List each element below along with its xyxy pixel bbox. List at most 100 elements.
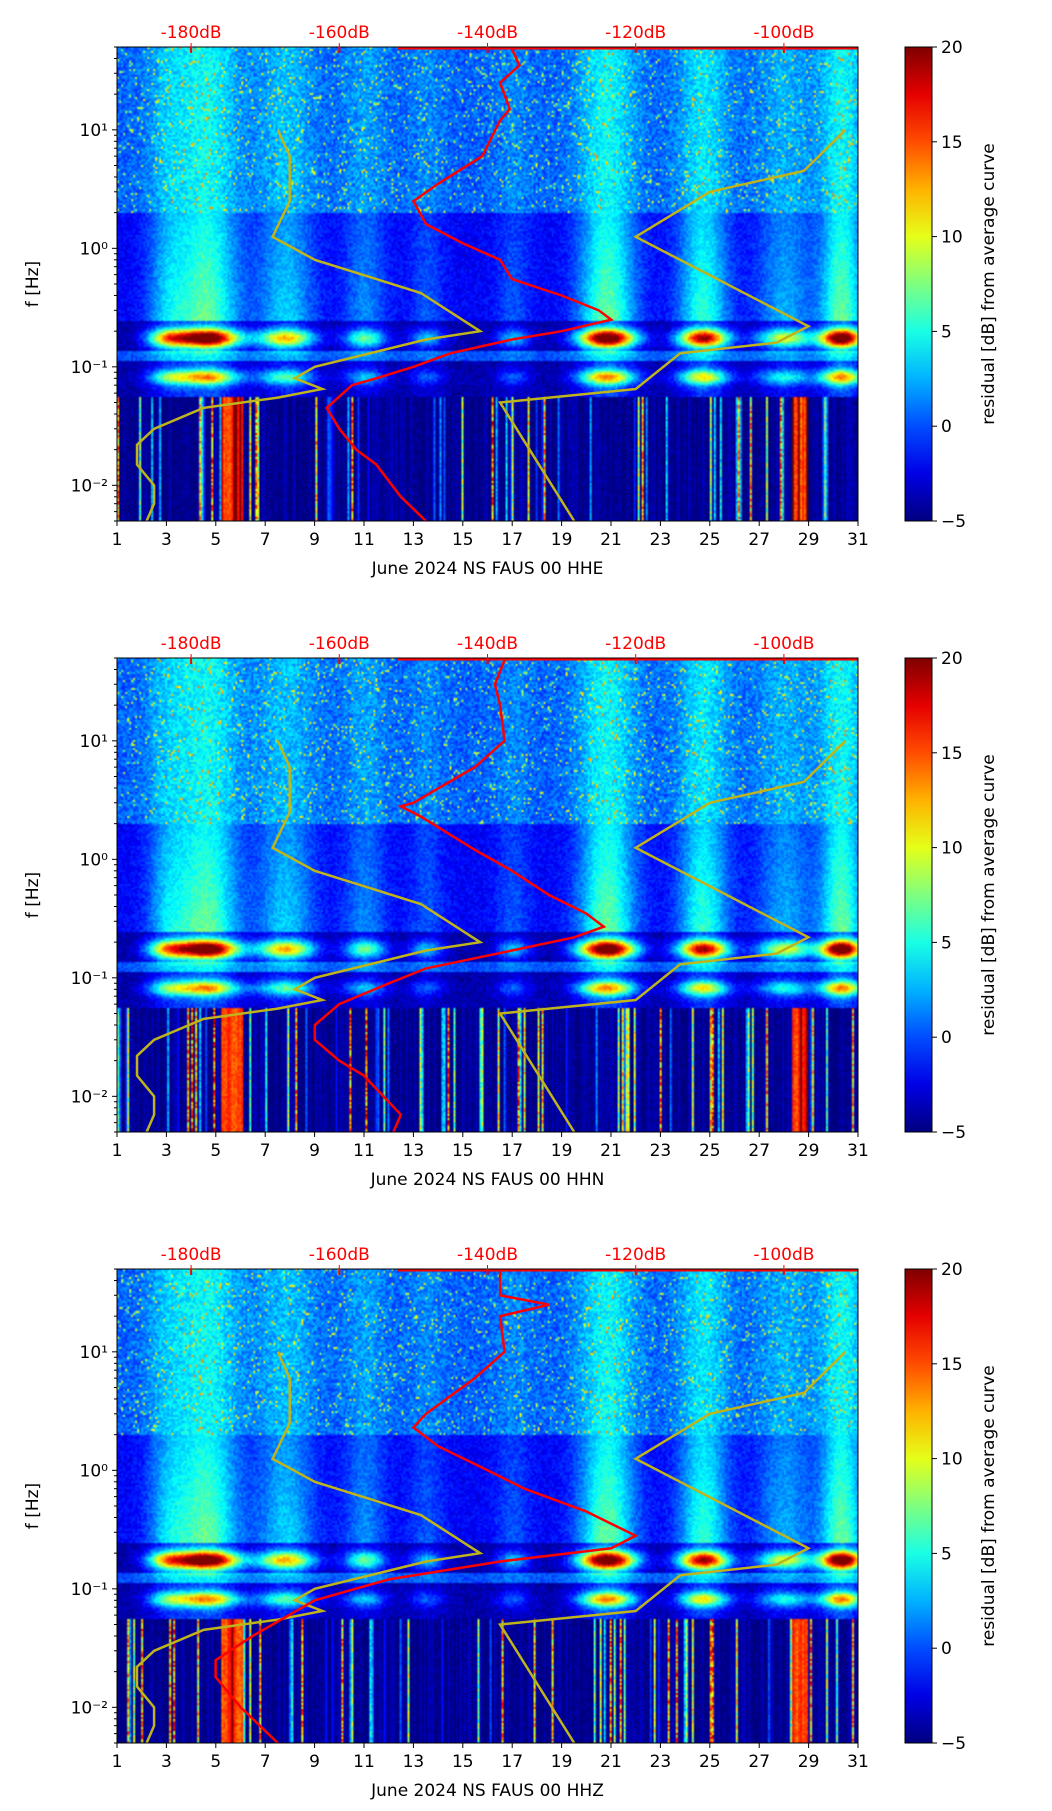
nlnm-noise-model-line: [135, 1351, 484, 1743]
y-axis-label: f [Hz]: [23, 261, 43, 307]
colorbar-tick-label: 15: [941, 744, 963, 764]
colorbar-tick-label: 0: [941, 1639, 952, 1659]
colorbar-tick-label: −5: [941, 1123, 966, 1143]
x-tick-label: 9: [309, 530, 320, 550]
x-tick-label: 15: [452, 1141, 474, 1161]
x-tick-label: 23: [650, 1141, 672, 1161]
colorbar-tick-label: 20: [941, 38, 963, 58]
x-tick-label: 29: [798, 1752, 820, 1772]
colorbar-label: residual [dB] from average curve: [979, 1365, 999, 1646]
x-tick-label: 7: [260, 530, 271, 550]
nhnm-noise-model-line: [497, 1350, 847, 1743]
top-axis-db-label: -120dB: [605, 1245, 666, 1265]
y-tick-label: 10¹: [80, 732, 108, 752]
colorbar-tick-label: 10: [941, 839, 963, 859]
y-tick-label: 10⁻¹: [71, 969, 108, 989]
colorbar-tick-label: 5: [941, 1544, 952, 1564]
x-tick-label: 13: [403, 1752, 425, 1772]
nlnm-noise-model-line: [135, 129, 484, 521]
y-tick-label: 10⁻²: [71, 476, 108, 496]
colorbar-tick-label: 10: [941, 1450, 963, 1470]
x-tick-label: 3: [161, 1752, 172, 1772]
x-tick-label: 1: [112, 1752, 123, 1772]
x-tick-label: 17: [501, 530, 523, 550]
top-axis-db-label: -120dB: [605, 634, 666, 654]
x-tick-label: 7: [260, 1141, 271, 1161]
colorbar-tick-label: 20: [941, 649, 963, 669]
y-tick-label: 10⁻²: [71, 1698, 108, 1718]
top-axis-db-label: -180dB: [161, 634, 222, 654]
psd-curve-line: [313, 659, 607, 1132]
x-tick-label: 5: [210, 1752, 221, 1772]
x-tick-label: 13: [403, 530, 425, 550]
x-tick-label: 19: [551, 530, 573, 550]
psd-curve-line: [214, 1271, 639, 1743]
psd-curve-line: [325, 48, 615, 521]
top-axis-db-label: -140dB: [457, 1245, 518, 1265]
top-axis-db-label: -160dB: [309, 634, 370, 654]
top-axis-db-label: -100dB: [753, 1245, 814, 1265]
x-tick-label: 5: [210, 1141, 221, 1161]
x-tick-label: 1: [112, 530, 123, 550]
x-tick-label: 29: [798, 1141, 820, 1161]
x-axis-label: June 2024 NS FAUS 00 HHZ: [370, 1781, 604, 1801]
colorbar-tick-label: 15: [941, 1355, 963, 1375]
colorbar-tick-label: 0: [941, 1028, 952, 1048]
x-tick-label: 9: [309, 1752, 320, 1772]
x-tick-label: 29: [798, 530, 820, 550]
colorbar: [904, 46, 933, 522]
colorbar-tick-label: −5: [941, 512, 966, 532]
nhnm-noise-model-line: [497, 128, 847, 521]
top-axis-db-label: -100dB: [753, 23, 814, 43]
colorbar-tick-label: 5: [941, 322, 952, 342]
y-axis-label: f [Hz]: [23, 1483, 43, 1529]
spectrogram-heatmap: [117, 47, 858, 521]
x-tick-label: 17: [501, 1141, 523, 1161]
colorbar-label: residual [dB] from average curve: [979, 143, 999, 424]
x-tick-label: 11: [353, 530, 375, 550]
x-tick-label: 27: [748, 1752, 770, 1772]
colorbar-label: residual [dB] from average curve: [979, 754, 999, 1035]
top-axis-db-label: -180dB: [161, 1245, 222, 1265]
x-axis-label: June 2024 NS FAUS 00 HHN: [370, 1170, 605, 1190]
nhnm-noise-model-line: [497, 739, 847, 1132]
nlnm-noise-model-line: [135, 740, 484, 1132]
x-tick-label: 15: [452, 1752, 474, 1772]
x-tick-label: 31: [847, 530, 869, 550]
x-tick-label: 21: [600, 1141, 622, 1161]
y-tick-label: 10⁻¹: [71, 1580, 108, 1600]
x-tick-label: 23: [650, 1752, 672, 1772]
y-tick-label: 10⁰: [80, 239, 109, 259]
colorbar-tick-label: 20: [941, 1260, 963, 1280]
x-tick-label: 11: [353, 1141, 375, 1161]
x-tick-label: 31: [847, 1752, 869, 1772]
top-axis-db-label: -100dB: [753, 634, 814, 654]
colorbar: [904, 1268, 933, 1744]
top-axis-db-label: -160dB: [309, 23, 370, 43]
y-tick-label: 10¹: [80, 121, 108, 141]
x-tick-label: 13: [403, 1141, 425, 1161]
x-tick-label: 19: [551, 1141, 573, 1161]
top-axis-db-label: -160dB: [309, 1245, 370, 1265]
x-tick-label: 9: [309, 1141, 320, 1161]
x-tick-label: 17: [501, 1752, 523, 1772]
x-tick-label: 27: [748, 1141, 770, 1161]
colorbar: [904, 657, 933, 1133]
x-tick-label: 3: [161, 1141, 172, 1161]
y-tick-label: 10¹: [80, 1343, 108, 1363]
x-tick-label: 19: [551, 1752, 573, 1772]
spectrogram-heatmap: [117, 1269, 858, 1743]
x-tick-label: 1: [112, 1141, 123, 1161]
x-tick-label: 25: [699, 1141, 721, 1161]
x-tick-label: 7: [260, 1752, 271, 1772]
y-tick-label: 10⁻¹: [71, 358, 108, 378]
top-axis-db-label: -120dB: [605, 23, 666, 43]
x-tick-label: 21: [600, 530, 622, 550]
y-tick-label: 10⁻²: [71, 1087, 108, 1107]
x-tick-label: 31: [847, 1141, 869, 1161]
x-tick-label: 15: [452, 530, 474, 550]
